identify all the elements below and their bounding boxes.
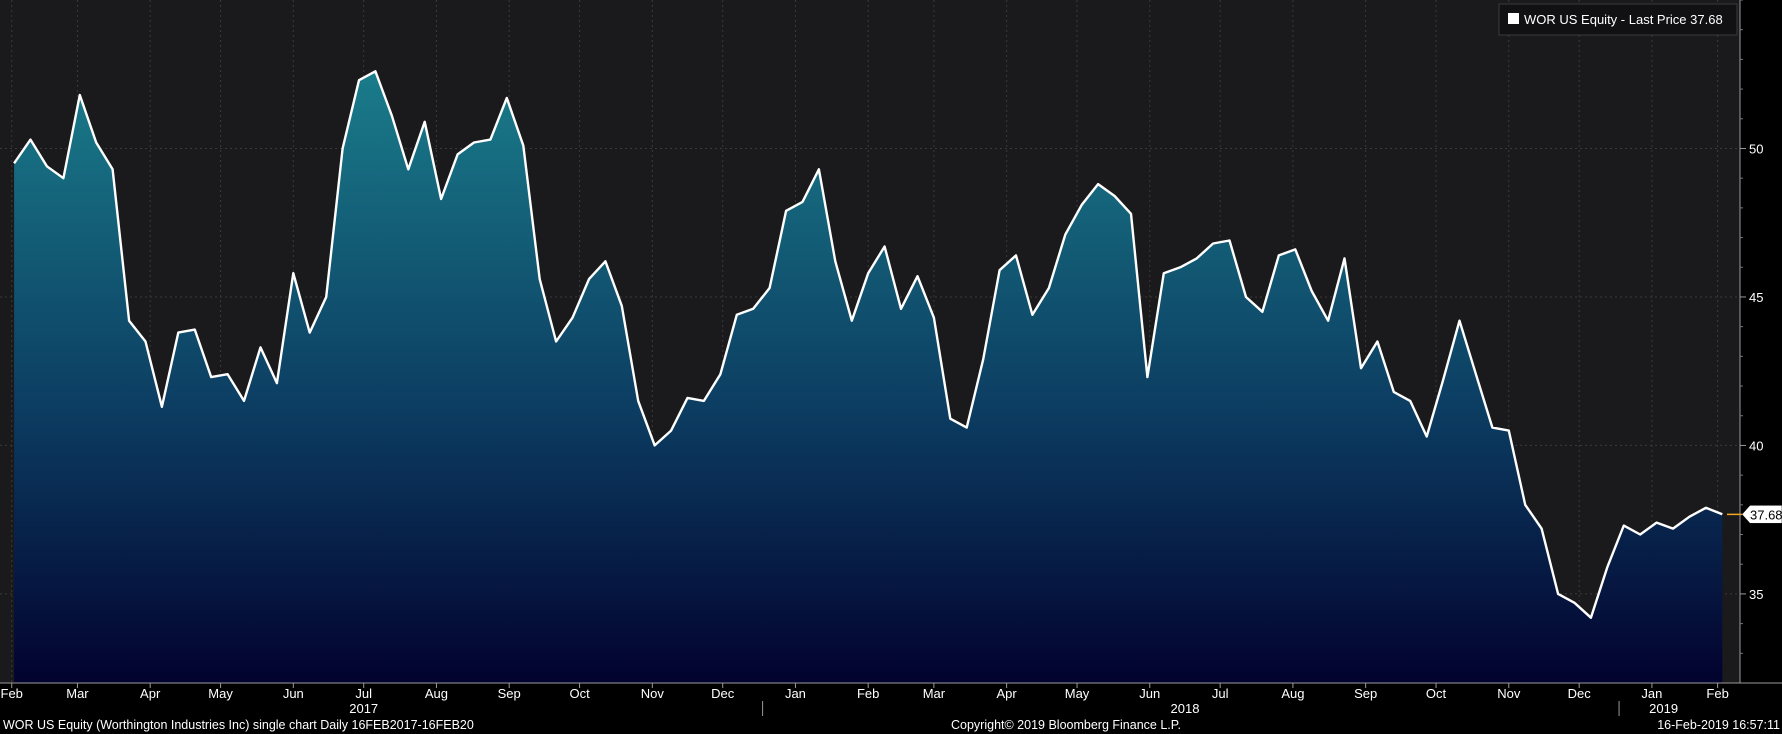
price-line (13, 70, 1723, 619)
legend-swatch (1508, 13, 1519, 24)
legend-label: WOR US Equity - Last Price 37.68 (1524, 12, 1723, 27)
x-tick-label: Jan (785, 686, 806, 701)
x-tick-label: Jul (355, 686, 372, 701)
x-tick-label: May (1065, 686, 1090, 701)
x-tick-label: Oct (1426, 686, 1447, 701)
x-tick-label: Mar (923, 686, 946, 701)
x-tick-label: Jun (1139, 686, 1160, 701)
footer-left: WOR US Equity (Worthington Industries In… (3, 718, 474, 732)
x-tick-label: Feb (1706, 686, 1728, 701)
y-tick-label: 40 (1749, 438, 1763, 453)
footer-right: 16-Feb-2019 16:57:11 (1657, 718, 1780, 732)
year-label: 2017 (349, 701, 378, 716)
last-price-marker: 37.68 (1727, 505, 1782, 524)
footer-center: Copyright© 2019 Bloomberg Finance L.P. (951, 718, 1181, 732)
x-axis-ticks: Feb Mar Apr May Jun Jul Aug Sep Oct Nov Dec Jan Feb M… (1, 683, 1729, 701)
legend: WOR US Equity - Last Price 37.68 (1498, 3, 1738, 36)
y-tick-label: 35 (1749, 587, 1763, 602)
x-tick-label: Dec (711, 686, 735, 701)
last-price-label: 37.68 (1750, 507, 1782, 522)
x-tick-label: Apr (140, 686, 161, 701)
x-tick-label: Aug (1281, 686, 1304, 701)
year-row: 2017 2018 2019 (349, 701, 1678, 716)
last-price-tag (1741, 505, 1782, 524)
legend-box (1498, 3, 1738, 36)
x-tick-label: Jan (1641, 686, 1662, 701)
x-tick-label: Feb (1, 686, 23, 701)
x-tick-label: May (208, 686, 233, 701)
x-tick-label: Aug (425, 686, 448, 701)
x-tick-label: Mar (66, 686, 89, 701)
x-tick-label: Nov (1497, 686, 1521, 701)
x-tick-label: Feb (857, 686, 879, 701)
y-tick-label: 45 (1749, 290, 1763, 305)
x-tick-label: Sep (1354, 686, 1377, 701)
year-label: 2019 (1649, 701, 1678, 716)
y-axis-ticks: 35 40 45 50 (1740, 0, 1763, 684)
y-tick-label: 50 (1749, 141, 1763, 156)
x-tick-label: Jun (283, 686, 304, 701)
x-tick-label: Sep (498, 686, 521, 701)
x-tick-label: Dec (1568, 686, 1592, 701)
x-tick-label: Jul (1212, 686, 1229, 701)
x-tick-label: Apr (997, 686, 1018, 701)
price-area (14, 71, 1723, 684)
x-tick-label: Nov (641, 686, 665, 701)
year-label: 2018 (1171, 701, 1200, 716)
x-tick-label: Oct (569, 686, 590, 701)
